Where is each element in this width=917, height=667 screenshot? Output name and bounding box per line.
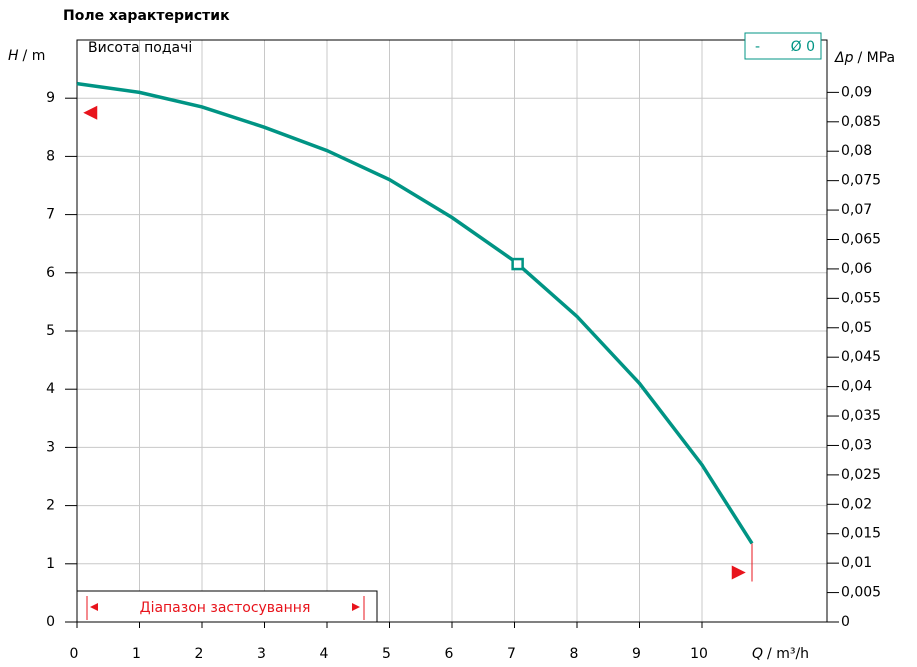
- y-tick-label: 5: [46, 323, 55, 339]
- axis-unit: / m³/h: [767, 646, 809, 662]
- x-tick-label: 1: [132, 646, 141, 662]
- range-arrow-right: [352, 603, 360, 611]
- axis-symbol: H: [8, 48, 19, 64]
- x-tick-label: 6: [445, 646, 454, 662]
- x-tick-label: 10: [690, 646, 708, 662]
- range-label: Діапазон застосування: [140, 600, 311, 616]
- x-tick-label: 9: [632, 646, 641, 662]
- axis-symbol: Q: [752, 646, 763, 662]
- y-tick-label: 9: [46, 90, 55, 106]
- y-tick-label: 6: [46, 265, 55, 281]
- axis-label: H / m: [8, 48, 45, 64]
- x-tick-label: 2: [195, 646, 204, 662]
- legend-label: Ø 0: [791, 39, 815, 55]
- legend-box: [744, 32, 822, 60]
- y2-tick-label: 0,025: [841, 467, 881, 483]
- y2-tick-label: 0,05: [841, 320, 872, 336]
- y-tick-label: 1: [46, 556, 55, 572]
- y2-tick-label: 0,09: [841, 84, 872, 100]
- axis-label: Q / m³/h: [752, 646, 809, 662]
- y2-tick-label: 0,03: [841, 437, 872, 453]
- range-box: [76, 590, 378, 623]
- y2-tick-label: 0,005: [841, 585, 881, 601]
- y-tick-label: 2: [46, 498, 55, 514]
- y2-tick-label: 0,075: [841, 173, 881, 189]
- y-tick-label: 0: [46, 614, 55, 630]
- y2-tick-label: 0,015: [841, 526, 881, 542]
- y-tick-label: 3: [46, 439, 55, 455]
- x-tick-label: 4: [320, 646, 329, 662]
- y2-tick-label: 0,06: [841, 261, 872, 277]
- plot-frame: [76, 39, 828, 623]
- y-tick-label: 8: [46, 148, 55, 164]
- axis-unit: / MPa: [857, 50, 895, 66]
- y2-tick-label: 0: [841, 614, 850, 630]
- axis-unit: / m: [23, 48, 46, 64]
- y-tick-label: 4: [46, 381, 55, 397]
- x-tick-label: 8: [570, 646, 579, 662]
- chart-title: Поле характеристик: [63, 8, 230, 24]
- duty-point: [511, 257, 524, 271]
- legend-dash: -: [755, 39, 760, 55]
- range-end-marker: [731, 565, 746, 580]
- x-tick-label: 0: [70, 646, 79, 662]
- y-tick-label: 7: [46, 207, 55, 223]
- y2-tick-label: 0,065: [841, 231, 881, 247]
- y2-tick-label: 0,085: [841, 114, 881, 130]
- curve: [76, 81, 754, 545]
- y2-tick-label: 0,04: [841, 379, 872, 395]
- range-arrow-left: [90, 603, 98, 611]
- curve-label: Висота подачі: [88, 40, 192, 56]
- x-tick-label: 7: [507, 646, 516, 662]
- y2-tick-label: 0,02: [841, 496, 872, 512]
- x-tick-label: 5: [382, 646, 391, 662]
- y2-tick-label: 0,08: [841, 143, 872, 159]
- y2-tick-label: 0,035: [841, 408, 881, 424]
- y2-tick-label: 0,045: [841, 349, 881, 365]
- axis-symbol: Δp: [834, 50, 854, 66]
- y2-tick-label: 0,055: [841, 290, 881, 306]
- axis-label: Δp / MPa: [834, 50, 895, 66]
- range-start-marker: [83, 105, 98, 120]
- x-tick-label: 3: [257, 646, 266, 662]
- y2-tick-label: 0,07: [841, 202, 872, 218]
- y2-tick-label: 0,01: [841, 555, 872, 571]
